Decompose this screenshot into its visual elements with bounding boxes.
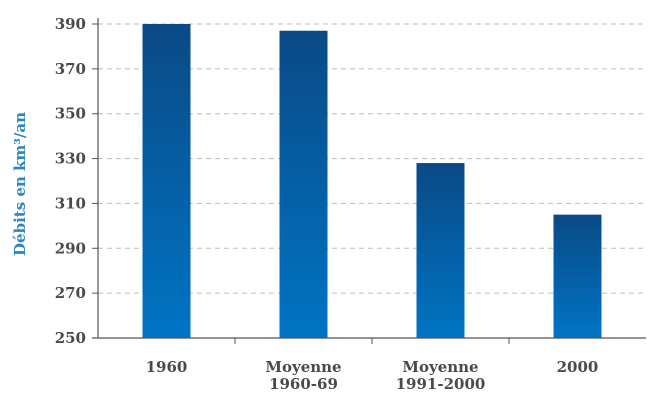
y-tick-label: 310 [55,194,86,212]
y-tick-label: 370 [55,60,86,78]
bars [142,24,602,338]
bar [553,214,602,338]
y-tick-labels: 250 270 290 310 330 350 370 390 [55,15,86,347]
x-tick-labels: 1960 Moyenne 1960-69 Moyenne 1991-2000 2000 [146,358,599,393]
y-axis-title: Débits en km³/an [11,112,29,256]
x-tick-label: 2000 [557,358,599,376]
y-tick-label: 270 [55,284,86,302]
y-tick-label: 250 [55,329,86,347]
y-tick-label: 290 [55,239,86,257]
x-tick-label: 1960 [146,358,188,376]
bar [142,24,191,338]
y-tick-label: 390 [55,15,86,33]
axes [92,18,646,344]
x-tick-label: Moyenne 1991-2000 [396,358,486,393]
x-tick-label: Moyenne 1960-69 [265,358,341,393]
bar [279,30,328,338]
y-tick-label: 350 [55,105,86,123]
bar [416,163,465,338]
y-tick-label: 330 [55,150,86,168]
